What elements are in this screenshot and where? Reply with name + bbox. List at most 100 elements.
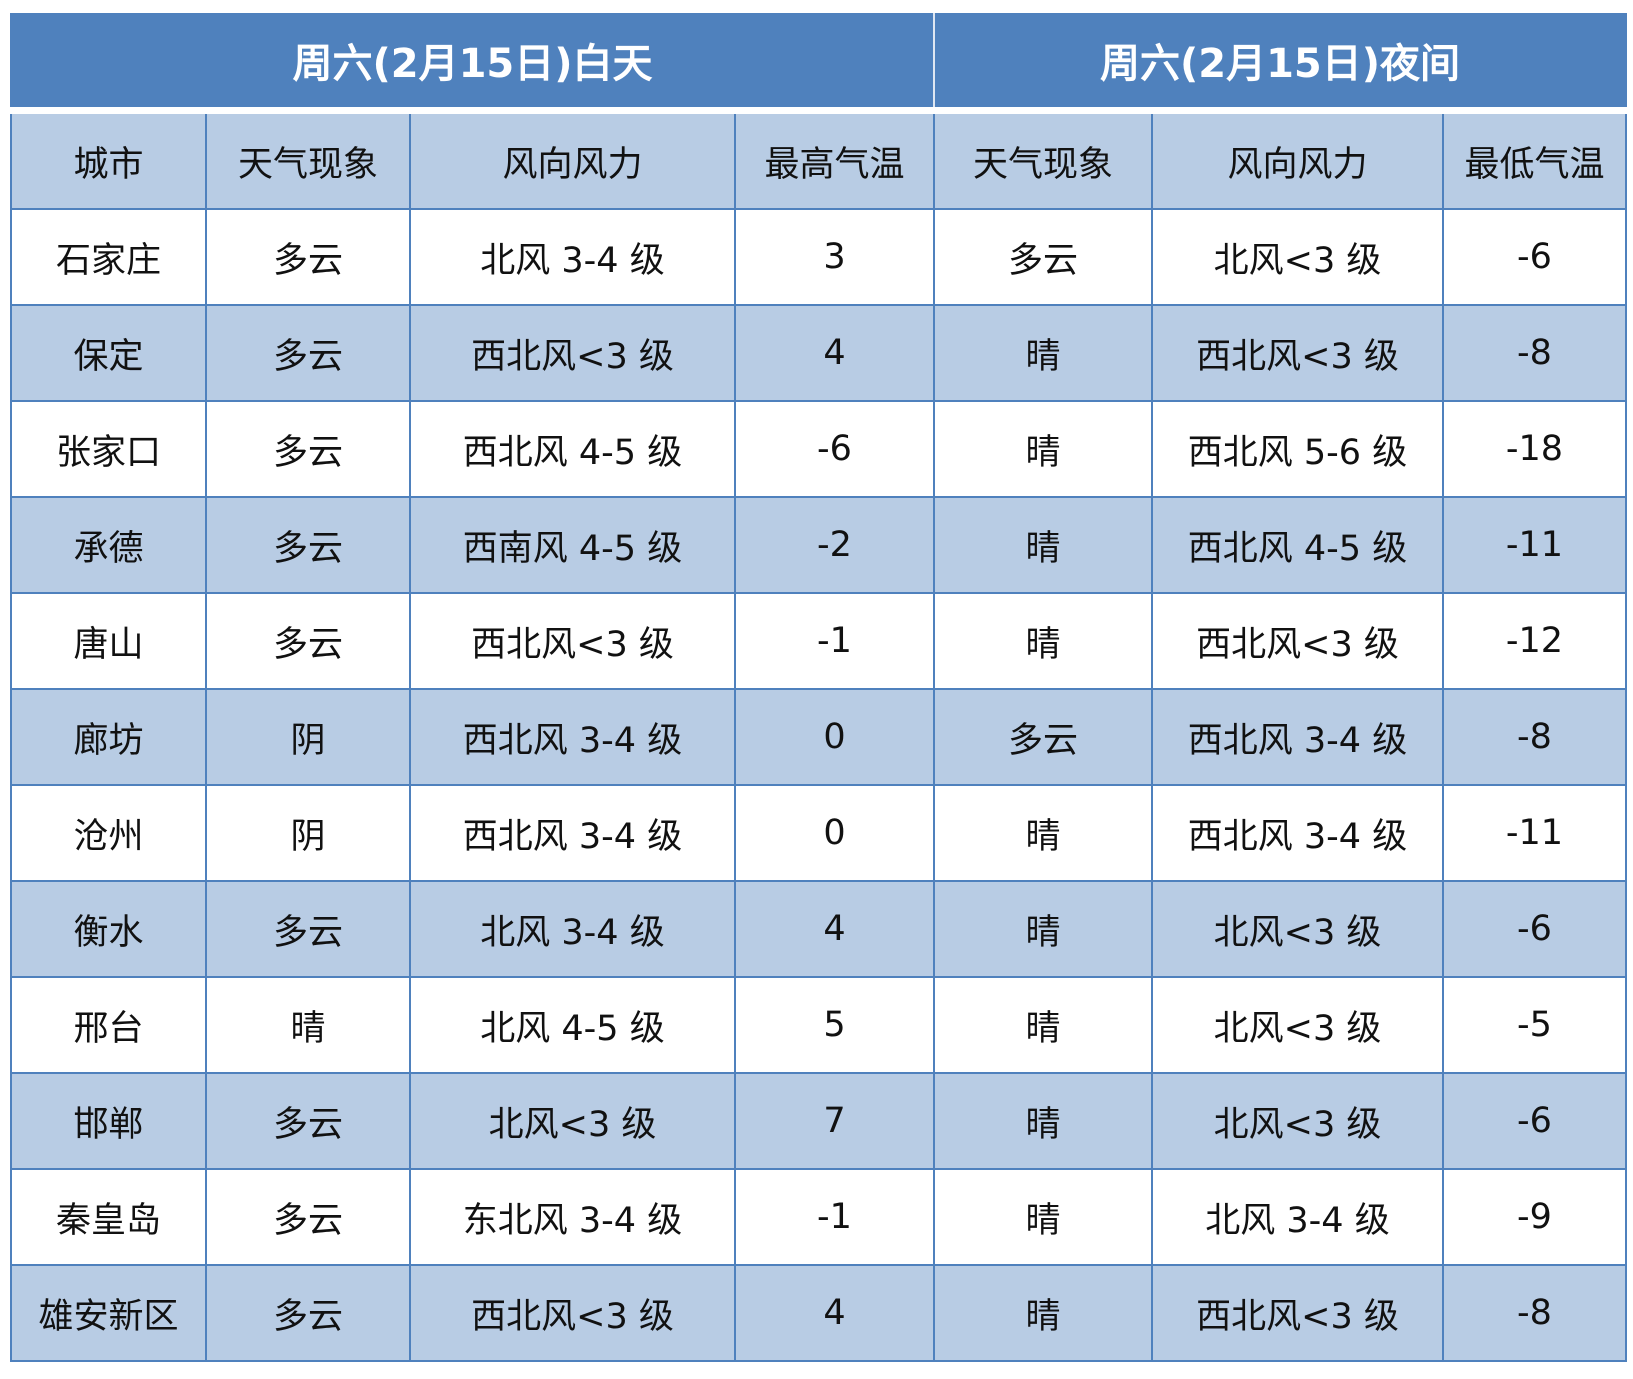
cell-day-wind: 西北风<3 级	[409, 592, 736, 690]
column-header-max-temp: 最高气温	[734, 109, 935, 210]
cell-city: 石家庄	[10, 208, 207, 306]
cell-city: 雄安新区	[10, 1264, 207, 1362]
cell-night-wind: 西北风 4-5 级	[1151, 496, 1444, 594]
cell-city: 唐山	[10, 592, 207, 690]
cell-night-weather: 晴	[933, 592, 1153, 690]
cell-night-wind: 北风 3-4 级	[1151, 1168, 1444, 1266]
cell-night-weather: 晴	[933, 784, 1153, 882]
cell-night-weather: 多云	[933, 688, 1153, 786]
cell-day-weather: 多云	[205, 880, 411, 978]
cell-max-temp: 3	[734, 208, 935, 306]
cell-max-temp: -2	[734, 496, 935, 594]
table-row: 张家口 多云 西北风 4-5 级 -6 晴西北风 5-6 级 -18	[10, 400, 1627, 498]
cell-min-temp: -8	[1442, 304, 1627, 402]
table-row: 唐山 多云 西北风<3 级 -1 晴西北风<3 级 -12	[10, 592, 1627, 690]
cell-night-weather: 晴	[933, 400, 1153, 498]
table-row: 邯郸 多云 北风<3 级 7 晴北风<3 级 -6	[10, 1072, 1627, 1170]
cell-max-temp: 0	[734, 688, 935, 786]
cell-day-weather: 阴	[205, 784, 411, 882]
column-header-day-weather: 天气现象	[205, 109, 411, 210]
column-header-night-weather: 天气现象	[933, 109, 1153, 210]
cell-night-wind: 西北风 5-6 级	[1151, 400, 1444, 498]
cell-city: 邯郸	[10, 1072, 207, 1170]
cell-night-wind: 西北风 3-4 级	[1151, 688, 1444, 786]
cell-max-temp: 4	[734, 1264, 935, 1362]
table-row: 沧州阴西北风 3-4 级 0 晴西北风 3-4 级 -11	[10, 784, 1627, 882]
column-header-min-temp: 最低气温	[1442, 109, 1627, 210]
cell-day-wind: 西北风<3 级	[409, 304, 736, 402]
weather-forecast-table: 周六(2月15日)白天 周六(2月15日)夜间 城市 天气现象 风向风力 最高气温 天气…	[10, 13, 1627, 1362]
cell-min-temp: -9	[1442, 1168, 1627, 1266]
cell-night-weather: 晴	[933, 1072, 1153, 1170]
cell-max-temp: -1	[734, 1168, 935, 1266]
column-header-night-wind: 风向风力	[1151, 109, 1444, 210]
table-row: 石家庄 多云 北风 3-4 级 3 多云 北风<3 级 -6	[10, 208, 1627, 306]
table-row: 保定 多云 西北风<3 级 4 晴西北风<3 级 -8	[10, 304, 1627, 402]
cell-night-wind: 西北风<3 级	[1151, 1264, 1444, 1362]
cell-day-weather: 多云	[205, 1264, 411, 1362]
cell-min-temp: -11	[1442, 496, 1627, 594]
cell-min-temp: -6	[1442, 208, 1627, 306]
cell-night-weather: 晴	[933, 496, 1153, 594]
cell-day-wind: 西北风 4-5 级	[409, 400, 736, 498]
cell-city: 衡水	[10, 880, 207, 978]
cell-night-wind: 北风<3 级	[1151, 1072, 1444, 1170]
cell-day-weather: 晴	[205, 976, 411, 1074]
cell-max-temp: -6	[734, 400, 935, 498]
day-title: 周六(2月15日)白天	[10, 13, 935, 114]
cell-day-wind: 西北风 3-4 级	[409, 688, 736, 786]
cell-min-temp: -8	[1442, 1264, 1627, 1362]
cell-day-wind: 北风<3 级	[409, 1072, 736, 1170]
cell-day-wind: 西北风 3-4 级	[409, 784, 736, 882]
column-header-day-wind: 风向风力	[409, 109, 736, 210]
cell-min-temp: -8	[1442, 688, 1627, 786]
cell-day-weather: 多云	[205, 400, 411, 498]
cell-max-temp: 5	[734, 976, 935, 1074]
table-row: 承德 多云 西南风 4-5 级 -2 晴西北风 4-5 级 -11	[10, 496, 1627, 594]
cell-night-wind: 西北风<3 级	[1151, 304, 1444, 402]
cell-night-wind: 北风<3 级	[1151, 880, 1444, 978]
cell-day-weather: 多云	[205, 1072, 411, 1170]
night-title: 周六(2月15日)夜间	[933, 13, 1627, 114]
cell-night-wind: 北风<3 级	[1151, 976, 1444, 1074]
cell-day-weather: 多云	[205, 496, 411, 594]
table-row: 衡水 多云 北风 3-4 级 4 晴北风<3 级 -6	[10, 880, 1627, 978]
cell-day-weather: 阴	[205, 688, 411, 786]
cell-min-temp: -11	[1442, 784, 1627, 882]
cell-day-wind: 北风 4-5 级	[409, 976, 736, 1074]
column-header-row: 城市 天气现象 风向风力 最高气温 天气现象 风向风力 最低气温	[10, 109, 1627, 210]
cell-city: 邢台	[10, 976, 207, 1074]
cell-max-temp: 4	[734, 304, 935, 402]
cell-night-weather: 晴	[933, 304, 1153, 402]
cell-city: 保定	[10, 304, 207, 402]
cell-night-wind: 北风<3 级	[1151, 208, 1444, 306]
cell-day-weather: 多云	[205, 208, 411, 306]
cell-max-temp: -1	[734, 592, 935, 690]
cell-night-weather: 多云	[933, 208, 1153, 306]
cell-max-temp: 0	[734, 784, 935, 882]
column-header-city: 城市	[10, 109, 207, 210]
cell-max-temp: 7	[734, 1072, 935, 1170]
cell-day-wind: 北风 3-4 级	[409, 208, 736, 306]
cell-city: 秦皇岛	[10, 1168, 207, 1266]
cell-min-temp: -5	[1442, 976, 1627, 1074]
cell-max-temp: 4	[734, 880, 935, 978]
cell-day-wind: 北风 3-4 级	[409, 880, 736, 978]
cell-min-temp: -12	[1442, 592, 1627, 690]
cell-night-wind: 西北风<3 级	[1151, 592, 1444, 690]
cell-night-weather: 晴	[933, 1168, 1153, 1266]
cell-day-wind: 西南风 4-5 级	[409, 496, 736, 594]
cell-night-weather: 晴	[933, 1264, 1153, 1362]
cell-min-temp: -6	[1442, 1072, 1627, 1170]
cell-night-wind: 西北风 3-4 级	[1151, 784, 1444, 882]
cell-min-temp: -6	[1442, 880, 1627, 978]
table-row: 邢台晴北风 4-5 级 5 晴北风<3 级 -5	[10, 976, 1627, 1074]
cell-day-wind: 西北风<3 级	[409, 1264, 736, 1362]
title-row: 周六(2月15日)白天 周六(2月15日)夜间	[10, 13, 1627, 114]
cell-city: 廊坊	[10, 688, 207, 786]
cell-city: 沧州	[10, 784, 207, 882]
cell-night-weather: 晴	[933, 976, 1153, 1074]
cell-night-weather: 晴	[933, 880, 1153, 978]
cell-city: 承德	[10, 496, 207, 594]
cell-day-wind: 东北风 3-4 级	[409, 1168, 736, 1266]
